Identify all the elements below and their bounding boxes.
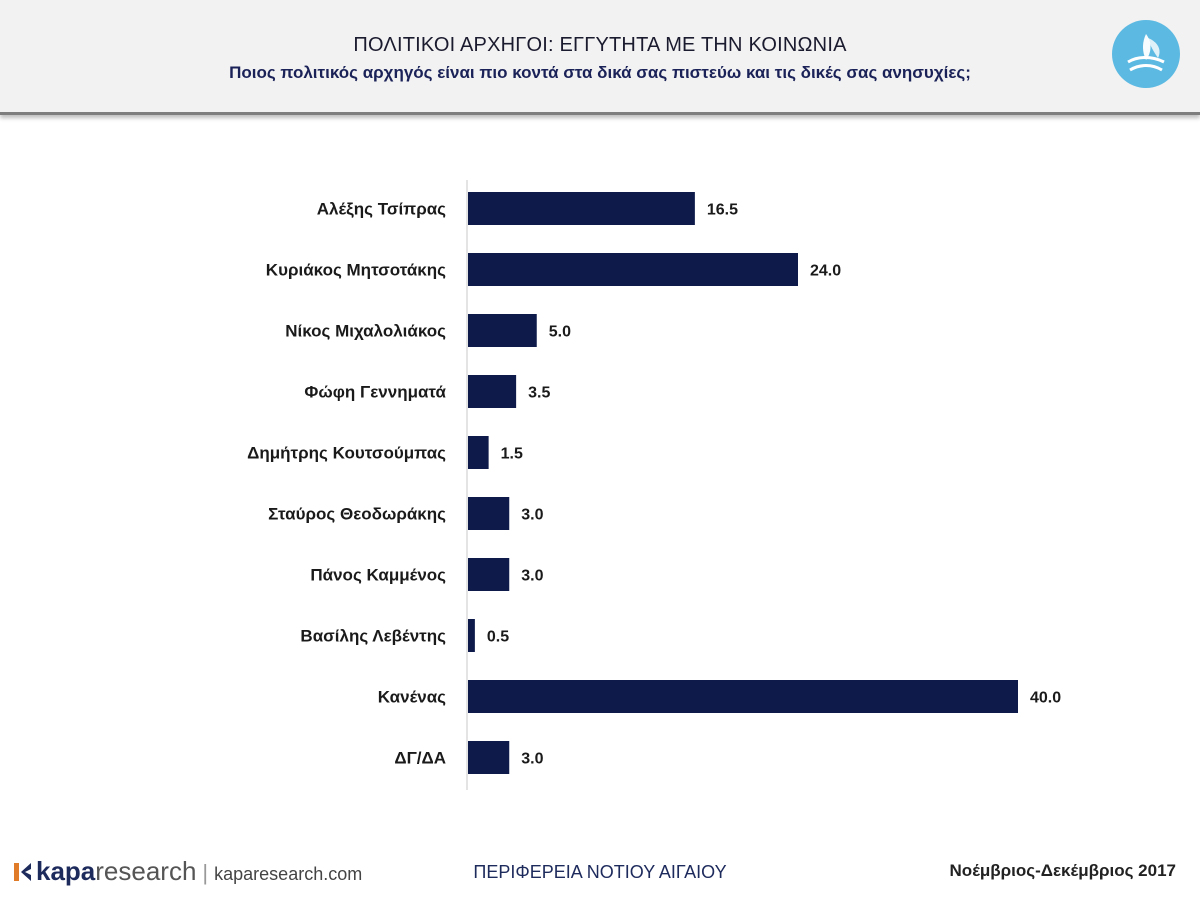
bar	[468, 436, 489, 469]
bar	[468, 680, 1018, 713]
category-label: Πάνος Καμμένος	[310, 566, 446, 585]
data-label: 16.5	[707, 202, 738, 219]
category-label: Κανένας	[378, 688, 446, 707]
category-label: Αλέξης Τσίπρας	[317, 200, 446, 219]
footer-region: ΠΕΡΙΦΕΡΕΙΑ ΝΟΤΙΟΥ ΑΙΓΑΙΟΥ	[473, 862, 727, 882]
page-subtitle: Ποιος πολιτικός αρχηγός είναι πιο κοντά …	[229, 63, 971, 82]
category-label: Κυριάκος Μητσοτάκης	[266, 261, 446, 280]
brand-url: kaparesearch.com	[214, 864, 363, 884]
bar	[468, 558, 510, 591]
bar	[468, 375, 517, 408]
data-label: 40.0	[1030, 690, 1061, 707]
bar	[468, 253, 798, 286]
data-label: 3.0	[521, 568, 543, 585]
bar	[468, 741, 510, 774]
page-title: ΠΟΛΙΤΙΚΟΙ ΑΡΧΗΓΟΙ: ΕΓΓΥΤΗΤΑ ΜΕ ΤΗΝ ΚΟΙΝΩ…	[353, 34, 847, 56]
data-label: 3.0	[521, 507, 543, 524]
category-label: Νίκος Μιχαλολιάκος	[285, 322, 446, 341]
bars-group: Αλέξης Τσίπρας 16.5 Κυριάκος Μητσοτάκης 24.…	[247, 192, 1061, 774]
data-label: 5.0	[549, 324, 571, 341]
category-label: Βασίλης Λεβέντης	[300, 627, 446, 646]
kapa-research-logo: kaparesearch | kaparesearch.com	[12, 856, 362, 887]
header-bar: ΠΟΛΙΤΙΚΟΙ ΑΡΧΗΓΟΙ: ΕΓΓΥΤΗΤΑ ΜΕ ΤΗΝ ΚΟΙΝΩ…	[0, 0, 1200, 115]
region-emblem-icon	[1112, 20, 1180, 88]
footer-date: Νοέμβριος-Δεκέμβριος 2017	[949, 861, 1176, 880]
data-label: 3.0	[521, 751, 543, 768]
brand-separator: |	[202, 860, 209, 885]
category-label: ΔΓ/ΔΑ	[394, 749, 446, 768]
bar	[468, 619, 475, 652]
brand-light: research	[95, 856, 197, 886]
category-label: Φώφη Γεννηματά	[304, 383, 446, 402]
data-label: 1.5	[501, 446, 523, 463]
kapa-mark-icon	[14, 863, 31, 881]
data-label: 0.5	[487, 629, 509, 646]
data-label: 24.0	[810, 263, 841, 280]
bar	[468, 314, 537, 347]
category-label: Δημήτρης Κουτσούμπας	[247, 444, 446, 463]
bar	[468, 192, 695, 225]
brand-strong: kapa	[36, 856, 96, 886]
bar	[468, 497, 510, 530]
category-label: Σταύρος Θεοδωράκης	[268, 505, 446, 524]
emblem-graphic	[1127, 34, 1165, 72]
data-label: 3.5	[528, 385, 550, 402]
